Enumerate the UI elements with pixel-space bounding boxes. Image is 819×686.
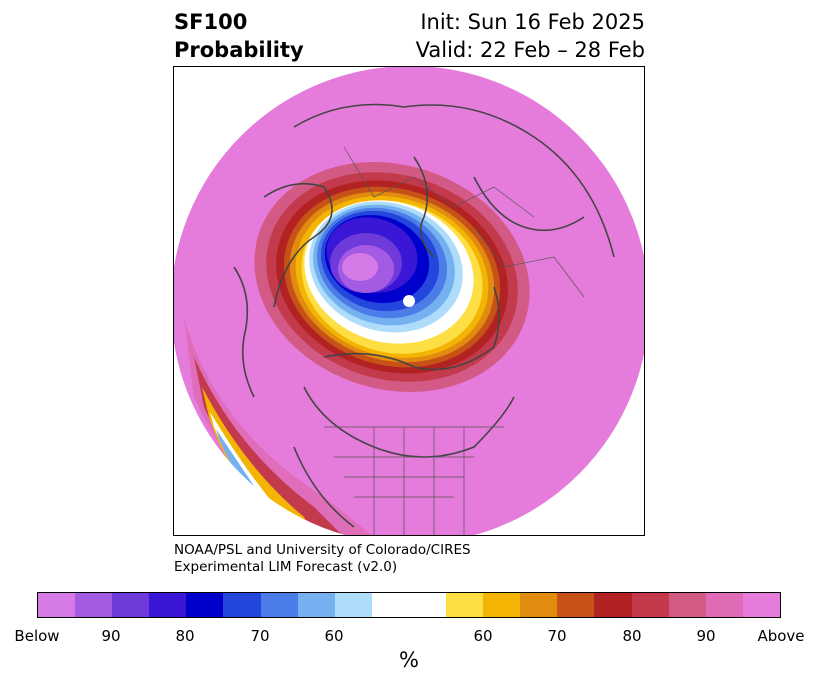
colorbar-segment (594, 593, 632, 617)
colorbar-segment (334, 593, 372, 617)
colorbar-tick-label: 70 (250, 627, 270, 645)
colorbar-segment (705, 593, 743, 617)
credit-line-2: Experimental LIM Forecast (v2.0) (174, 559, 398, 575)
pole-marker (403, 295, 415, 307)
colorbar-tick-label: Above (757, 627, 805, 645)
colorbar-tick-label: 90 (696, 627, 716, 645)
colorbar-segment (38, 593, 76, 617)
colorbar-segment (668, 593, 706, 617)
variable-name: SF100 (174, 10, 248, 34)
colorbar-segment (260, 593, 298, 617)
colorbar-segment (557, 593, 595, 617)
chart-title: SF100 Probability (174, 8, 304, 64)
colorbar-segment (112, 593, 150, 617)
colorbar-segment (520, 593, 558, 617)
colorbar-segment (408, 593, 447, 617)
colorbar-tick-label: 90 (101, 627, 121, 645)
colorbar-tick-label: 80 (622, 627, 642, 645)
probability-map-svg (174, 67, 644, 535)
colorbar-tick-label: Below (14, 627, 60, 645)
colorbar-tick-label: 60 (473, 627, 493, 645)
valid-range: Valid: 22 Feb – 28 Feb (415, 38, 645, 62)
colorbar-segment (223, 593, 261, 617)
colorbar-segment (446, 593, 484, 617)
polar-map (173, 66, 645, 536)
colorbar-segment (149, 593, 187, 617)
colorbar-segment (297, 593, 335, 617)
colorbar-segment (631, 593, 669, 617)
colorbar-unit: % (399, 648, 419, 672)
colorbar-segment (186, 593, 224, 617)
colorbar-tick-label: 80 (175, 627, 195, 645)
colorbar (37, 592, 781, 618)
colorbar-segment (75, 593, 113, 617)
credit-text: NOAA/PSL and University of Colorado/CIRE… (174, 542, 471, 576)
colorbar-tick-label: 60 (324, 627, 344, 645)
credit-line-1: NOAA/PSL and University of Colorado/CIRE… (174, 542, 471, 558)
forecast-dates: Init: Sun 16 Feb 2025 Valid: 22 Feb – 28… (416, 8, 645, 64)
colorbar-segment (483, 593, 521, 617)
colorbar-segment (371, 593, 409, 617)
product-name: Probability (174, 38, 304, 62)
colorbar-tick-label: 70 (547, 627, 567, 645)
borders (324, 146, 585, 535)
colorbar-segment (742, 593, 780, 617)
init-date: Init: Sun 16 Feb 2025 (420, 10, 645, 34)
